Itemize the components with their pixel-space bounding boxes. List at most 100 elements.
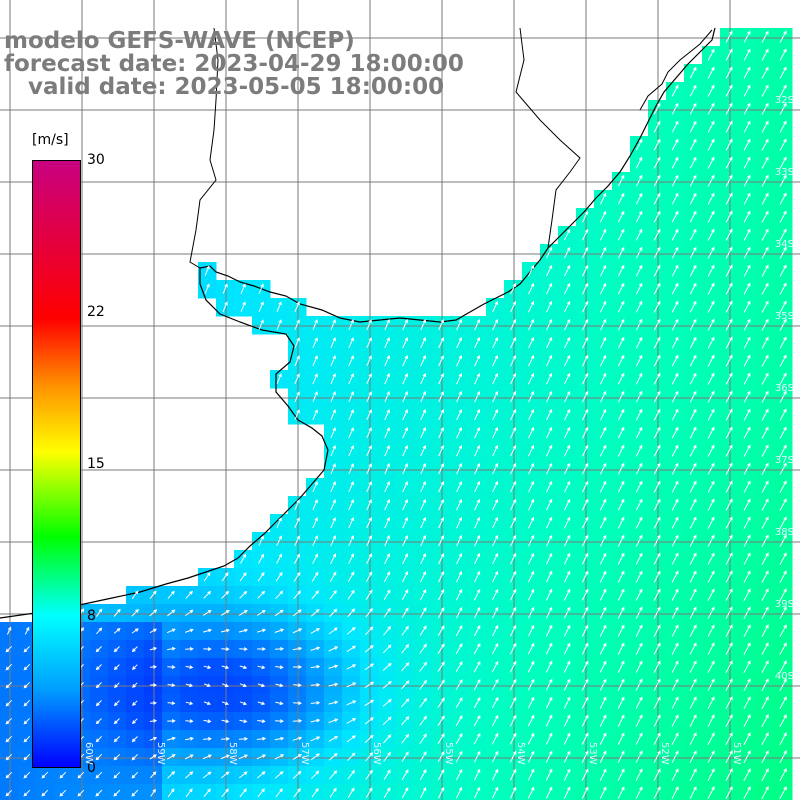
wind-arrow — [150, 788, 156, 797]
wind-arrow — [743, 534, 751, 547]
wind-arrow — [167, 646, 176, 651]
wind-arrow — [382, 680, 392, 689]
wind-arrow — [617, 246, 625, 259]
wind-arrow — [689, 732, 697, 746]
wind-arrow — [294, 535, 300, 547]
wind-arrow — [563, 732, 571, 745]
wind-arrow — [725, 462, 733, 475]
wind-arrow — [113, 646, 120, 653]
wind-arrow — [779, 300, 787, 313]
wind-arrow — [402, 319, 408, 331]
wind-arrow — [474, 552, 481, 565]
wind-arrow — [581, 642, 589, 655]
wind-arrow — [402, 553, 409, 565]
wind-arrow — [563, 372, 571, 385]
wind-arrow — [707, 102, 715, 115]
wind-arrow — [599, 498, 607, 511]
wind-arrow — [671, 498, 679, 511]
wind-arrow — [294, 391, 300, 403]
wind-arrow — [563, 426, 571, 439]
wind-arrow — [581, 732, 589, 745]
wind-arrow — [599, 768, 607, 781]
wind-arrow — [635, 624, 643, 637]
wind-arrow — [563, 660, 571, 673]
wind-arrow — [707, 498, 715, 511]
wind-arrow — [707, 246, 715, 259]
wind-arrow — [563, 498, 571, 511]
wind-arrow — [779, 228, 787, 241]
lat-label: 38S — [774, 527, 794, 538]
wind-arrow — [239, 701, 247, 706]
wind-arrow — [492, 462, 499, 475]
wind-arrow — [384, 427, 390, 439]
wind-arrow — [510, 282, 517, 295]
wind-arrow — [617, 300, 625, 313]
wind-arrow — [563, 282, 571, 295]
wind-arrow — [725, 534, 733, 547]
wind-arrow — [725, 516, 733, 529]
wind-cell — [108, 784, 127, 800]
wind-arrow — [438, 516, 445, 529]
wind-arrow — [5, 681, 13, 689]
wind-arrow — [474, 480, 481, 493]
wind-arrow — [761, 750, 769, 764]
wind-arrow — [5, 663, 13, 671]
wind-arrow — [725, 120, 733, 133]
wind-arrow — [761, 588, 769, 602]
wind-arrow — [671, 192, 679, 205]
wind-arrow — [671, 426, 679, 439]
wind-arrow — [671, 480, 679, 493]
wind-arrow — [779, 48, 787, 61]
wind-arrow — [653, 768, 661, 781]
wind-arrow — [184, 754, 194, 760]
wind-arrow — [274, 754, 285, 760]
wind-arrow — [310, 664, 321, 669]
wind-arrow — [743, 390, 751, 403]
wind-arrow — [131, 590, 139, 600]
wind-arrow — [384, 463, 390, 475]
wind-arrow — [330, 517, 336, 529]
wind-arrow — [474, 372, 481, 385]
wind-arrow — [653, 336, 661, 349]
wind-arrow — [420, 355, 426, 367]
wind-arrow — [528, 318, 535, 331]
wind-arrow — [581, 498, 589, 511]
wind-arrow — [473, 750, 481, 763]
wind-arrow — [348, 445, 354, 457]
wind-arrow — [328, 682, 339, 687]
wind-arrow — [366, 427, 372, 439]
wind-arrow — [779, 138, 787, 151]
wind-arrow — [671, 660, 679, 673]
wind-arrow — [743, 48, 751, 61]
wind-arrow — [761, 354, 769, 367]
wind-arrow — [635, 498, 643, 511]
wind-arrow — [725, 732, 733, 746]
wind-arrow — [581, 786, 589, 799]
wind-arrow — [438, 355, 444, 367]
wind-arrow — [545, 552, 553, 565]
wind-arrow — [761, 192, 769, 205]
wind-arrow — [113, 753, 121, 761]
wind-arrow — [653, 174, 661, 187]
wind-arrow — [202, 754, 212, 760]
wind-arrow — [491, 660, 499, 673]
wind-arrow — [707, 84, 715, 97]
wind-arrow — [546, 426, 553, 439]
wind-arrow — [310, 628, 320, 634]
wind-arrow — [275, 665, 284, 670]
wind-arrow — [455, 732, 463, 745]
wind-arrow — [402, 427, 408, 439]
wind-arrow — [294, 301, 300, 313]
wind-arrow — [131, 753, 139, 761]
wind-arrow — [329, 787, 337, 798]
wind-arrow — [527, 552, 535, 565]
wind-arrow — [743, 606, 751, 619]
wind-arrow — [671, 444, 679, 457]
wind-arrow — [455, 750, 463, 763]
wind-arrow — [167, 719, 176, 723]
wind-arrow — [382, 698, 392, 707]
wind-arrow — [113, 700, 120, 707]
wind-arrow — [222, 301, 228, 312]
wind-arrow — [779, 462, 787, 475]
wind-arrow — [599, 336, 607, 349]
